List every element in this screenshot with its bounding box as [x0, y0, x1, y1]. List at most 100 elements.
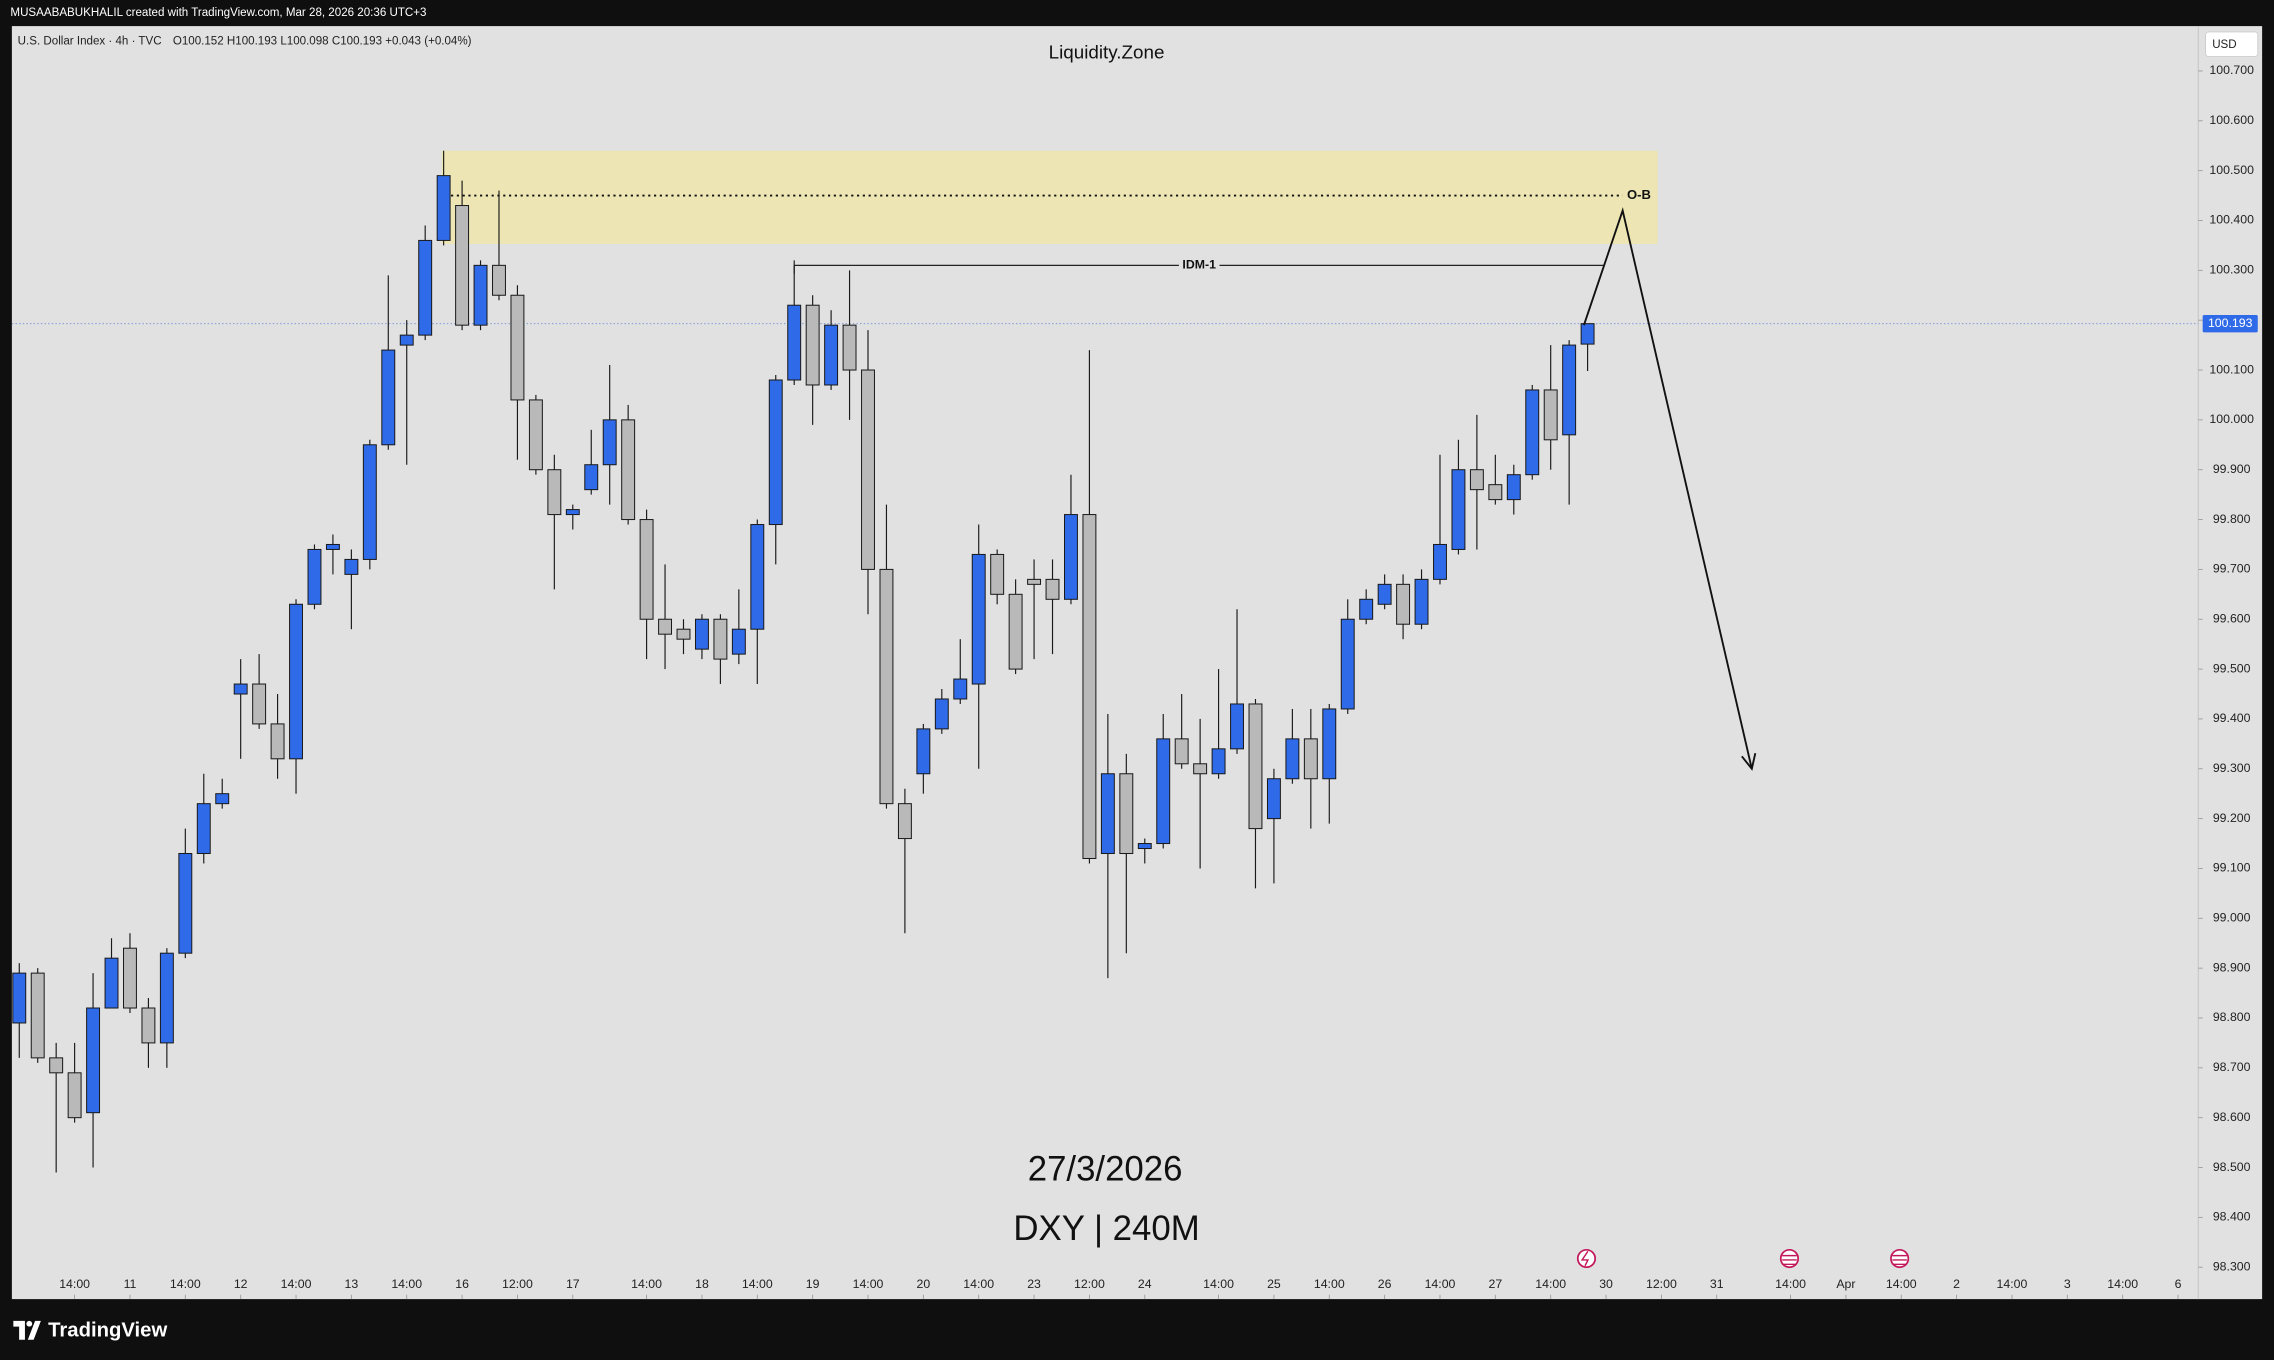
- x-tick-label: 18: [695, 1277, 709, 1291]
- candle-body: [1211, 748, 1226, 775]
- candle-body: [1414, 578, 1429, 625]
- symbol-info: U.S. Dollar Index · 4h · TVC: [18, 35, 162, 47]
- candle-body: [141, 1007, 156, 1044]
- x-tick-label: 14:00: [170, 1277, 201, 1291]
- candle-body: [1137, 843, 1152, 850]
- y-tick-label: 99.000: [2213, 911, 2251, 925]
- candle-body: [1562, 344, 1577, 436]
- candle-body: [436, 175, 451, 241]
- x-tick-label: 14:00: [391, 1277, 422, 1291]
- symbol-label: DXY | 240M: [1013, 1210, 1199, 1248]
- candle-body: [1100, 773, 1115, 855]
- candle-body: [565, 509, 580, 516]
- candle-body: [971, 553, 986, 685]
- brand-logo: [13, 1320, 41, 1340]
- candle-body: [1266, 778, 1281, 820]
- y-tick-label: 100.700: [2209, 63, 2254, 77]
- candle-body: [233, 683, 248, 695]
- x-tick-label: 12:00: [502, 1277, 533, 1291]
- event-icon[interactable]: [1779, 1248, 1800, 1269]
- candle-body: [1377, 583, 1392, 605]
- order-block-label: O-B: [1627, 187, 1651, 202]
- candle-body: [879, 568, 894, 805]
- x-tick-label: 14:00: [281, 1277, 312, 1291]
- y-tick-label: 98.500: [2213, 1160, 2251, 1174]
- candle-body: [528, 399, 543, 471]
- candle-body: [897, 803, 912, 840]
- x-tick-label: 14:00: [963, 1277, 994, 1291]
- currency-button[interactable]: [2205, 31, 2259, 57]
- candle-body: [916, 728, 931, 775]
- x-tick-label: 14:00: [1314, 1277, 1345, 1291]
- date-label: 27/3/2026: [1028, 1151, 1183, 1189]
- candle-body: [1174, 738, 1189, 765]
- x-tick-label: 25: [1267, 1277, 1281, 1291]
- candle-body: [30, 972, 45, 1059]
- chart-title: Liquidity.Zone: [1049, 42, 1165, 63]
- currency[interactable]: USD: [2212, 39, 2236, 51]
- candle-body: [104, 957, 119, 1009]
- y-tick-label: 98.400: [2213, 1210, 2251, 1224]
- candle-body: [1322, 708, 1337, 780]
- y-tick-label: 98.900: [2213, 960, 2251, 974]
- candle-body: [123, 947, 137, 1009]
- candle-body: [307, 548, 322, 605]
- x-tick-label: 19: [806, 1277, 820, 1291]
- candle-body: [473, 264, 488, 326]
- event-icon[interactable]: [1576, 1248, 1597, 1269]
- x-tick-label: 14:00: [1886, 1277, 1917, 1291]
- candle-body: [492, 264, 506, 296]
- y-tick-label: 100.000: [2209, 412, 2254, 426]
- candle-body: [159, 952, 174, 1044]
- candle-body: [270, 723, 285, 760]
- x-tick-label: 30: [1599, 1277, 1613, 1291]
- candle-body: [547, 469, 562, 516]
- candle-body: [1285, 738, 1300, 780]
- x-tick-label: 14:00: [1775, 1277, 1806, 1291]
- x-tick-label: 14:00: [742, 1277, 773, 1291]
- candle-body: [1248, 703, 1263, 830]
- candle-body: [621, 419, 636, 521]
- x-tick-label: 27: [1488, 1277, 1502, 1291]
- candle-body: [805, 304, 820, 386]
- candle-body: [1045, 578, 1060, 600]
- order-block-zone: [441, 150, 1658, 244]
- arrow-head: [1741, 753, 1757, 771]
- event-glyph: [1782, 1254, 1797, 1266]
- candle-body: [178, 852, 193, 954]
- x-tick-label: 23: [1027, 1277, 1041, 1291]
- candle-body: [1119, 773, 1134, 855]
- y-tick-label: 99.500: [2213, 661, 2251, 675]
- candle-body: [381, 349, 396, 446]
- candle-body: [602, 419, 617, 466]
- candle-body: [1359, 598, 1374, 620]
- y-tick-label: 99.600: [2213, 611, 2251, 625]
- y-tick-label: 99.300: [2213, 761, 2251, 775]
- candle-body: [1525, 389, 1540, 476]
- candle-body: [418, 239, 433, 336]
- y-tick-label: 99.400: [2213, 711, 2251, 725]
- candle-body: [1433, 543, 1447, 580]
- y-tick-label: 99.100: [2213, 861, 2251, 875]
- candle-body: [842, 324, 857, 371]
- x-tick-label: 14:00: [1203, 1277, 1234, 1291]
- last-price-box: [2202, 314, 2258, 333]
- candle-body: [676, 628, 691, 640]
- candle-body: [1230, 703, 1244, 750]
- candle-body: [694, 618, 709, 650]
- candle-body: [49, 1057, 64, 1074]
- x-tick-label: Apr: [1836, 1277, 1855, 1291]
- candle-body: [455, 205, 470, 326]
- event-icon[interactable]: [1890, 1248, 1910, 1269]
- candle-body: [67, 1072, 82, 1119]
- candle-body: [639, 519, 654, 620]
- candle-body: [215, 793, 230, 805]
- y-tick-label: 100.100: [2209, 362, 2254, 376]
- candle-body: [731, 628, 746, 655]
- x-tick-label: 6: [2175, 1277, 2182, 1291]
- x-tick-label: 14:00: [853, 1277, 884, 1291]
- candle-body: [1506, 474, 1521, 501]
- candle-body: [1543, 389, 1558, 441]
- candle-body: [12, 972, 27, 1024]
